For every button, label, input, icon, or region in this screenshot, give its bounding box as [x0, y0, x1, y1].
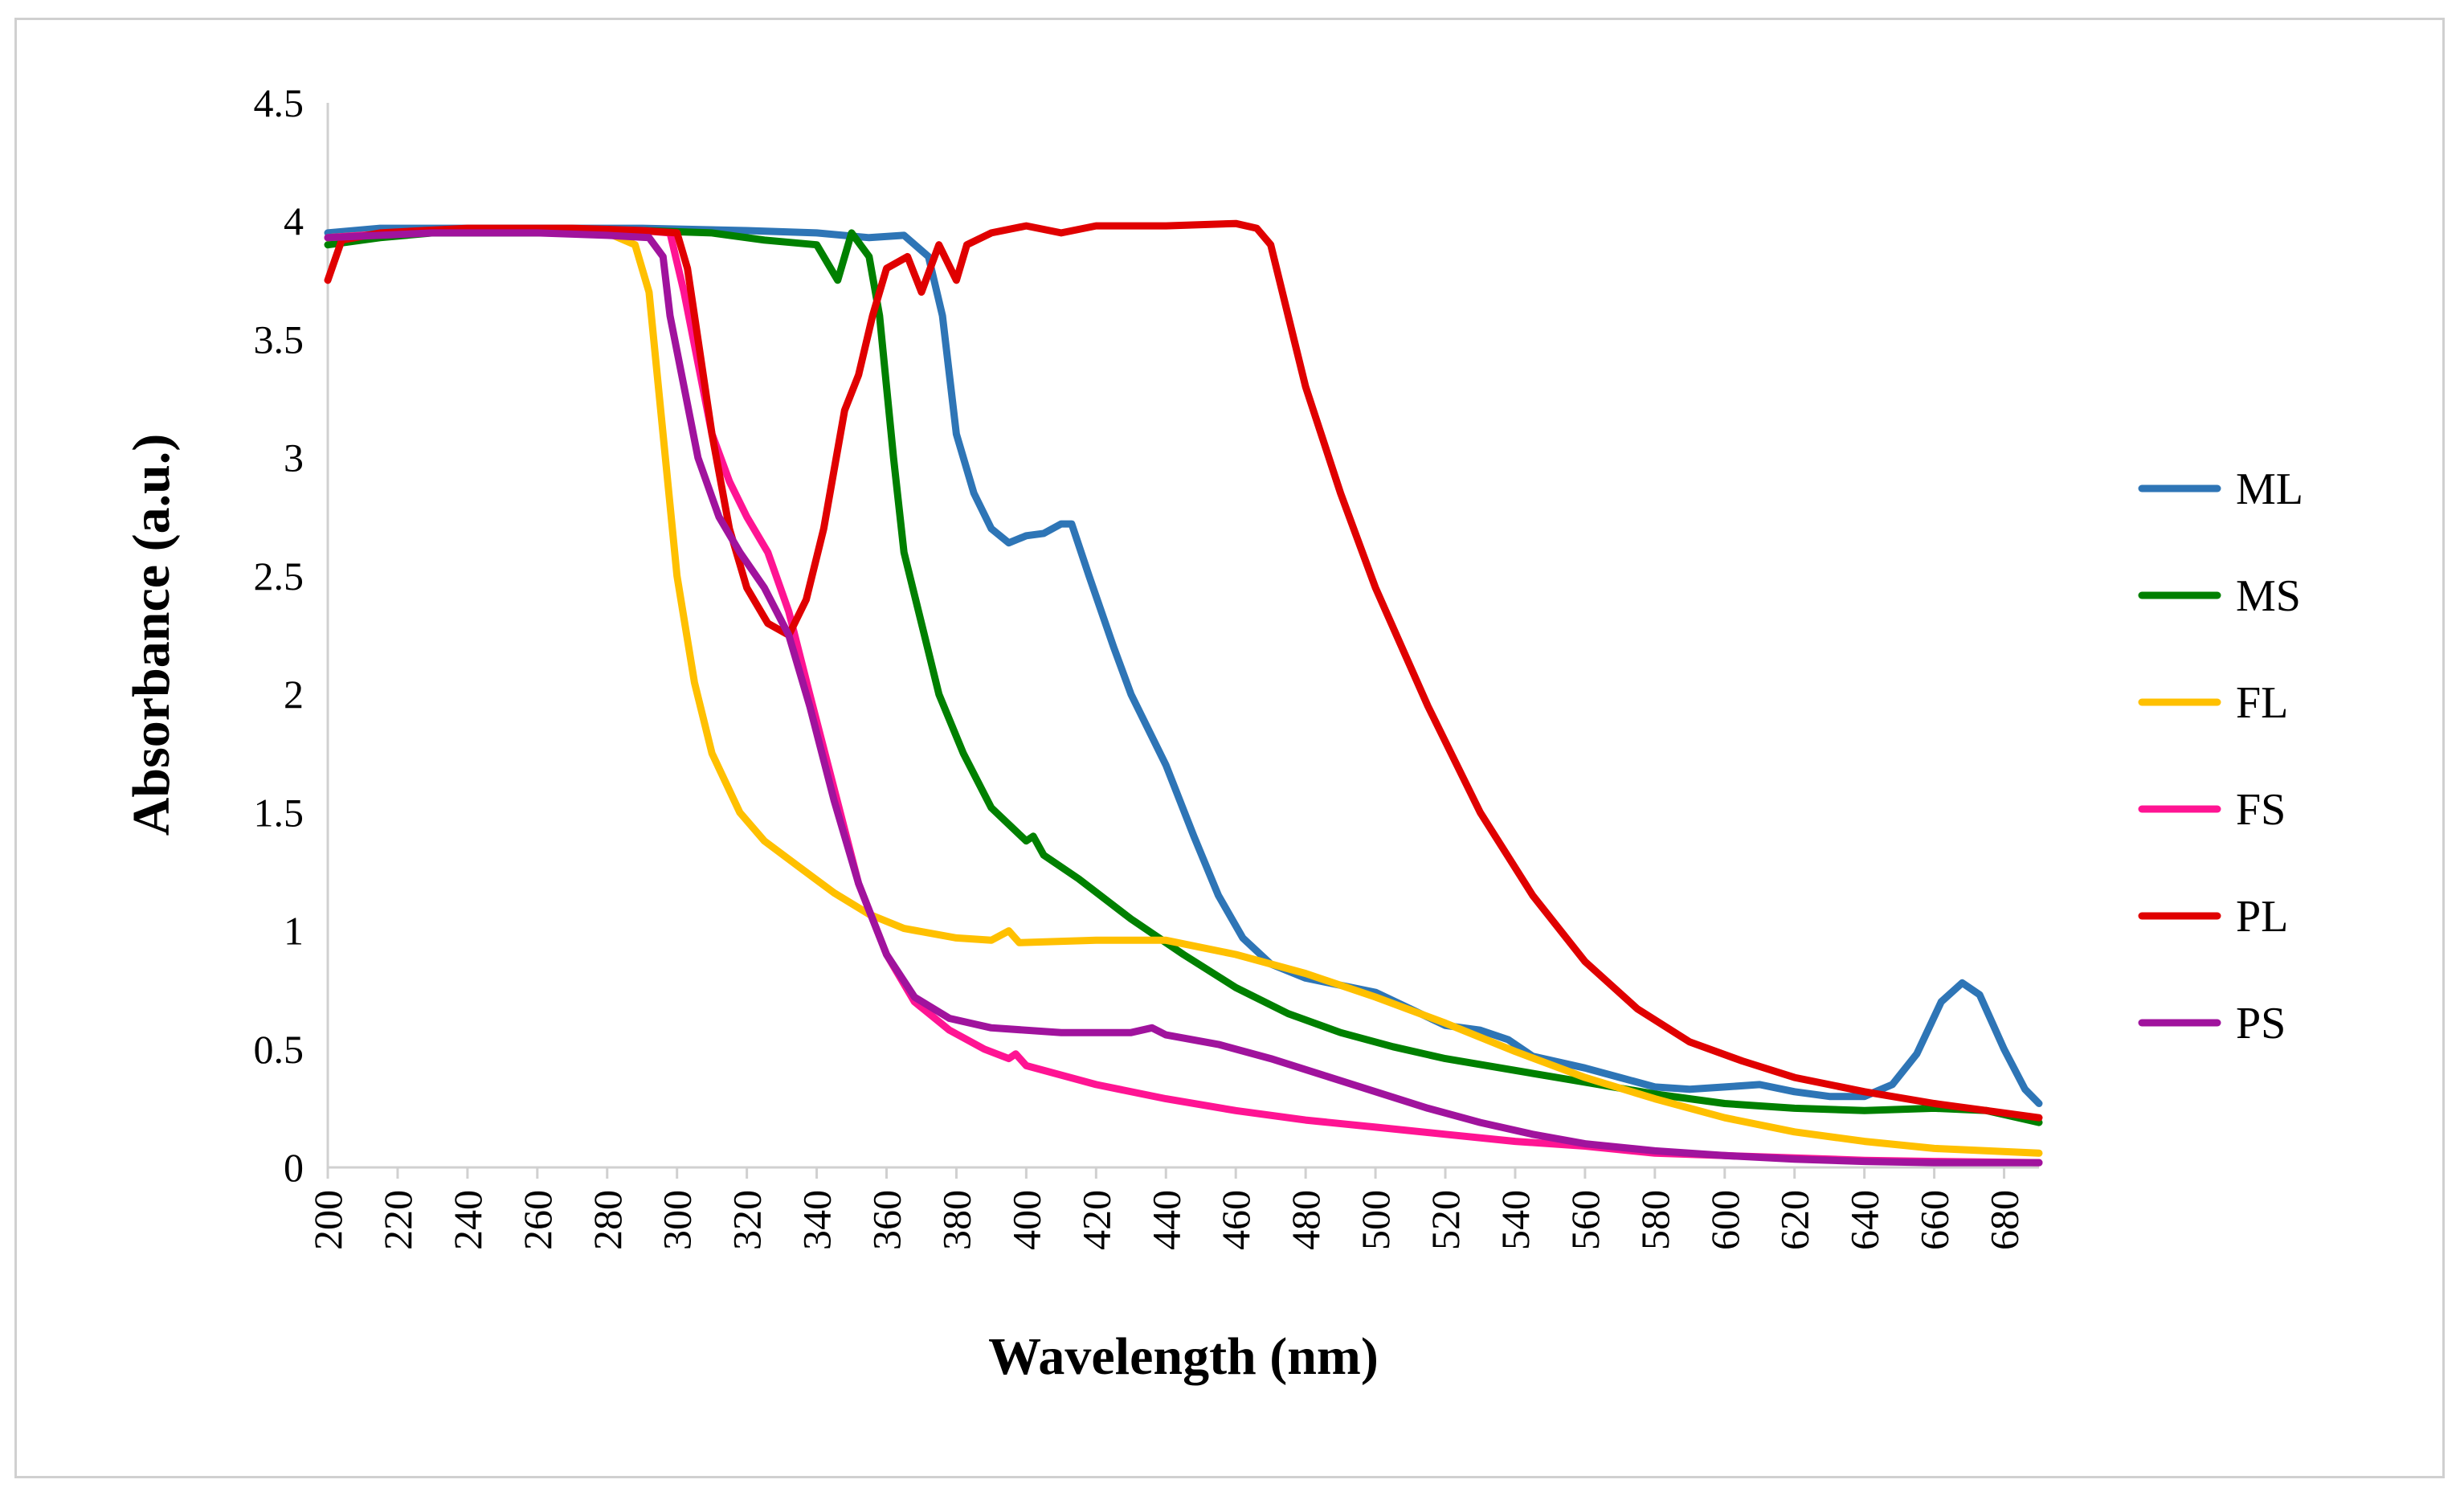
- series-line-ms: [324, 227, 2043, 1126]
- y-tick-label: 2: [284, 672, 304, 717]
- x-tick-label: 200: [305, 1190, 350, 1250]
- legend-label-ms: MS: [2236, 571, 2301, 621]
- x-tick-label: 320: [725, 1190, 770, 1250]
- legend-label-pl: PL: [2236, 892, 2288, 942]
- x-tick-label: 580: [1632, 1190, 1677, 1250]
- x-tick-label: 540: [1493, 1190, 1538, 1250]
- y-tick-label: 4.5: [254, 80, 304, 125]
- x-ticks: 200 220 240 260 280 300 320 340 360 380 400 420 440 4…: [305, 1167, 2027, 1250]
- series-line-ml: [324, 224, 2043, 1107]
- series-line-fs: [324, 227, 2043, 1167]
- x-tick-label: 220: [375, 1190, 420, 1250]
- x-tick-label: 640: [1842, 1190, 1887, 1250]
- x-tick-label: 520: [1423, 1190, 1468, 1250]
- x-tick-label: 560: [1563, 1190, 1608, 1250]
- y-tick-label: 1.5: [254, 790, 304, 835]
- x-tick-label: 360: [864, 1190, 909, 1250]
- x-tick-label: 300: [655, 1190, 700, 1250]
- legend-label-fs: FS: [2236, 785, 2286, 835]
- y-tick-label: 4: [284, 198, 304, 243]
- legend-label-fl: FL: [2236, 678, 2288, 728]
- y-tick-label: 1: [284, 909, 304, 954]
- x-tick-label: 260: [515, 1190, 560, 1250]
- series-group: [324, 219, 2043, 1167]
- y-tick-label: 3.5: [254, 317, 304, 362]
- y-tick-label: 0: [284, 1145, 304, 1190]
- x-tick-label: 280: [585, 1190, 630, 1250]
- chart-frame: [14, 18, 2445, 1478]
- x-tick-label: 420: [1073, 1190, 1118, 1250]
- y-axis-title: Absorbance (a.u.): [122, 434, 181, 836]
- x-tick-label: 440: [1143, 1190, 1188, 1250]
- x-tick-label: 460: [1213, 1190, 1258, 1250]
- y-tick-label: 0.5: [254, 1027, 304, 1072]
- legend: ML MS FL FS PL PS: [2138, 464, 2303, 1048]
- y-tick-label: 2.5: [254, 554, 304, 599]
- series-line-ps: [324, 229, 2043, 1167]
- x-tick-label: 620: [1772, 1190, 1817, 1250]
- x-axis-title: Wavelength (nm): [988, 1327, 1379, 1386]
- axes: [326, 103, 2039, 1169]
- x-tick-label: 600: [1702, 1190, 1747, 1250]
- legend-label-ml: ML: [2236, 464, 2303, 514]
- x-tick-label: 480: [1283, 1190, 1328, 1250]
- x-tick-label: 400: [1003, 1190, 1048, 1250]
- x-tick-label: 340: [795, 1190, 840, 1250]
- y-ticks: 0 0.5 1 1.5 2 2.5 3 3.5 4 4.5: [254, 80, 304, 1190]
- series-line-fl: [324, 227, 2043, 1157]
- legend-label-ps: PS: [2236, 999, 2286, 1048]
- x-tick-label: 680: [1982, 1190, 2027, 1250]
- x-tick-label: 660: [1912, 1190, 1957, 1250]
- x-tick-label: 500: [1353, 1190, 1398, 1250]
- series-line-pl: [324, 219, 2043, 1122]
- x-tick-label: 240: [445, 1190, 490, 1250]
- y-tick-label: 3: [284, 435, 304, 480]
- x-tick-label: 380: [934, 1190, 979, 1250]
